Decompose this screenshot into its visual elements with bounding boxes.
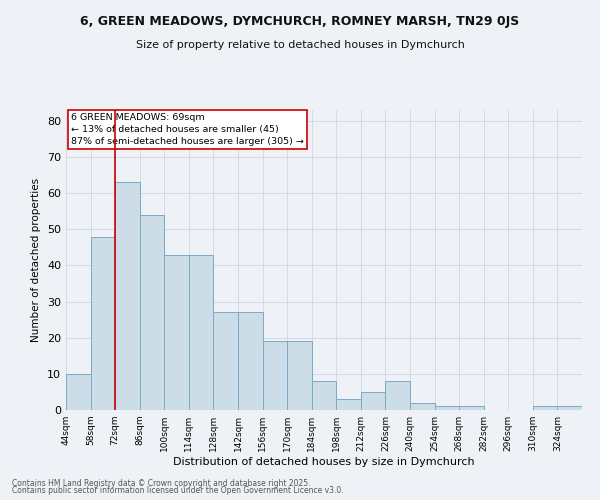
Text: Contains HM Land Registry data © Crown copyright and database right 2025.: Contains HM Land Registry data © Crown c… [12, 478, 311, 488]
Bar [410, 403, 434, 410]
Bar [459, 406, 484, 410]
Bar [434, 406, 459, 410]
Bar [312, 381, 336, 410]
Bar [214, 312, 238, 410]
Bar [115, 182, 140, 410]
Bar [66, 374, 91, 410]
Text: 6 GREEN MEADOWS: 69sqm
← 13% of detached houses are smaller (45)
87% of semi-det: 6 GREEN MEADOWS: 69sqm ← 13% of detached… [71, 113, 304, 146]
Bar [336, 399, 361, 410]
Bar [533, 406, 557, 410]
X-axis label: Distribution of detached houses by size in Dymchurch: Distribution of detached houses by size … [173, 457, 475, 467]
Bar [263, 342, 287, 410]
Text: Size of property relative to detached houses in Dymchurch: Size of property relative to detached ho… [136, 40, 464, 50]
Bar [385, 381, 410, 410]
Y-axis label: Number of detached properties: Number of detached properties [31, 178, 41, 342]
Bar [557, 406, 582, 410]
Bar [140, 215, 164, 410]
Bar [189, 254, 214, 410]
Bar [287, 342, 312, 410]
Text: Contains public sector information licensed under the Open Government Licence v3: Contains public sector information licen… [12, 486, 344, 495]
Bar [91, 236, 115, 410]
Bar [238, 312, 263, 410]
Bar [164, 254, 189, 410]
Text: 6, GREEN MEADOWS, DYMCHURCH, ROMNEY MARSH, TN29 0JS: 6, GREEN MEADOWS, DYMCHURCH, ROMNEY MARS… [80, 15, 520, 28]
Bar [361, 392, 385, 410]
